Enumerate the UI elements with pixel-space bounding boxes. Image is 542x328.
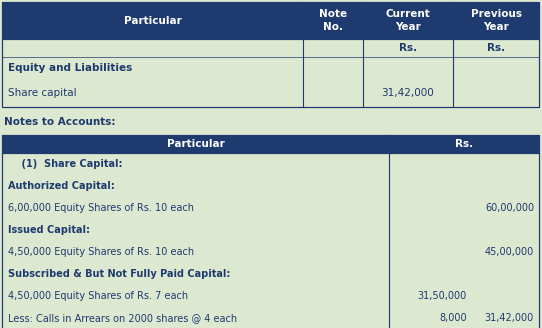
Text: Particular: Particular (124, 15, 182, 26)
Text: Equity and Liabilities: Equity and Liabilities (8, 63, 132, 73)
Text: (1)  Share Capital:: (1) Share Capital: (8, 159, 122, 169)
Text: Current
Year: Current Year (385, 9, 430, 32)
Text: 60,00,000: 60,00,000 (485, 203, 534, 213)
Text: Issued Capital:: Issued Capital: (8, 225, 90, 235)
Text: Rs.: Rs. (455, 139, 473, 149)
Bar (2, 135, 539, 328)
Text: 31,42,000: 31,42,000 (485, 313, 534, 323)
Text: Rs.: Rs. (399, 43, 417, 53)
Bar (2, 153, 539, 328)
Text: Share capital: Share capital (8, 88, 76, 98)
Text: 6,00,000 Equity Shares of Rs. 10 each: 6,00,000 Equity Shares of Rs. 10 each (8, 203, 194, 213)
Bar (2, 39, 539, 107)
Text: 31,50,000: 31,50,000 (418, 291, 467, 301)
Text: 45,00,000: 45,00,000 (485, 247, 534, 257)
Text: Notes to Accounts:: Notes to Accounts: (4, 117, 115, 127)
Text: 4,50,000 Equity Shares of Rs. 7 each: 4,50,000 Equity Shares of Rs. 7 each (8, 291, 188, 301)
Bar (2, 135, 539, 153)
Text: Less: Calls in Arrears on 2000 shares @ 4 each: Less: Calls in Arrears on 2000 shares @ … (8, 313, 237, 323)
Bar (2, 2, 539, 39)
Text: Authorized Capital:: Authorized Capital: (8, 181, 115, 191)
Text: Previous
Year: Previous Year (470, 9, 521, 32)
Text: 4,50,000 Equity Shares of Rs. 10 each: 4,50,000 Equity Shares of Rs. 10 each (8, 247, 194, 257)
Text: 31,42,000: 31,42,000 (382, 88, 434, 98)
Text: 8,000: 8,000 (440, 313, 467, 323)
Bar (2, 2, 539, 107)
Text: Rs.: Rs. (487, 43, 505, 53)
Text: Subscribed & But Not Fully Paid Capital:: Subscribed & But Not Fully Paid Capital: (8, 269, 230, 279)
Text: Note
No.: Note No. (319, 9, 347, 32)
Text: Particular: Particular (166, 139, 224, 149)
